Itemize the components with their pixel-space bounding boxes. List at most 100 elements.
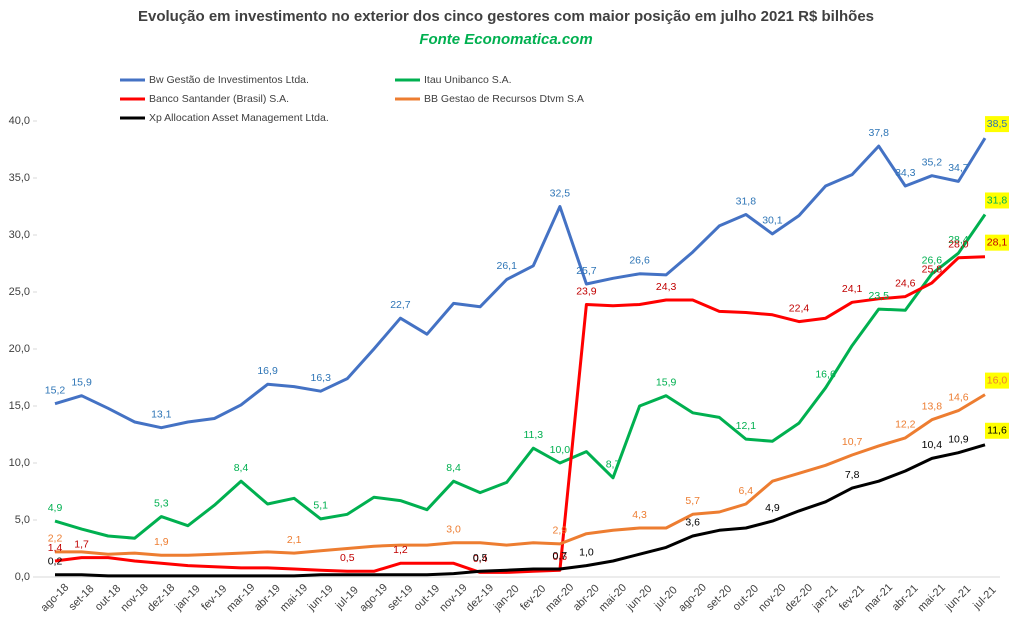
data-label: 4,9	[765, 502, 780, 514]
x-tick-label: ago-18	[39, 582, 72, 615]
data-label: 0,7	[553, 550, 568, 562]
data-label: 6,4	[739, 485, 754, 497]
data-label: 5,1	[313, 500, 328, 512]
x-tick-label: fev-20	[518, 583, 548, 613]
x-tick-label: set-20	[704, 583, 734, 613]
x-tick-label: ago-20	[676, 582, 709, 615]
data-label: 0,6	[553, 551, 568, 563]
data-label: 3,0	[446, 524, 461, 536]
x-tick-label: set-19	[385, 583, 415, 613]
chart-subtitle: Fonte Economatica.com	[419, 31, 592, 48]
series-line	[54, 213, 987, 540]
data-label: 24,1	[842, 283, 863, 295]
data-label: 8,4	[446, 462, 461, 474]
data-label: 1,4	[48, 542, 63, 554]
x-tick-label: fev-19	[199, 583, 229, 613]
data-label: 34,7	[948, 162, 969, 174]
legend-label: Bw Gestão de Investimentos Ltda.	[149, 74, 309, 86]
series-line	[54, 255, 986, 574]
x-tick-label: jun-19	[305, 583, 336, 614]
x-tick-label: dez-20	[783, 582, 815, 614]
data-label: 28,0	[948, 239, 969, 251]
x-tick-label: nov-19	[437, 582, 469, 614]
data-label: 7,8	[845, 469, 860, 481]
data-label: 15,2	[45, 385, 66, 397]
data-label: 1,9	[154, 536, 169, 548]
data-label: 10,4	[922, 439, 943, 451]
x-tick-label: set-18	[66, 583, 96, 613]
data-label: 0,5	[340, 552, 355, 564]
x-tick-label: out-18	[93, 583, 124, 614]
x-tick-label: abr-20	[571, 582, 602, 613]
x-tick-label: jul-20	[652, 584, 680, 612]
data-label: 14,6	[948, 391, 969, 403]
x-tick-label: mai-19	[278, 582, 310, 614]
data-label: 5,3	[154, 497, 169, 509]
x-tick-label: dez-18	[145, 582, 177, 614]
label-highlight	[985, 234, 1009, 251]
y-tick-label: 5,0	[15, 514, 30, 526]
data-label: 25,7	[576, 265, 597, 277]
x-tick-label: out-20	[731, 583, 762, 614]
y-tick-label: 0,0	[15, 571, 30, 583]
data-label: 26,1	[496, 260, 517, 272]
label-highlight	[985, 116, 1009, 133]
data-label: 22,7	[390, 299, 411, 311]
x-tick-label: jun-21	[943, 583, 974, 614]
x-tick-label: jan-21	[810, 583, 841, 614]
x-tick-label: dez-19	[464, 582, 496, 614]
x-tick-label: abr-19	[252, 582, 283, 613]
x-tick-label: fev-21	[837, 583, 867, 613]
x-tick-label: jul-19	[333, 584, 361, 612]
legend-label: Xp Allocation Asset Management Ltda.	[149, 112, 329, 124]
x-tick-label: jan-19	[172, 583, 203, 614]
data-label: 24,3	[656, 281, 677, 293]
data-label: 31,8	[987, 194, 1008, 206]
data-label: 1,0	[579, 546, 594, 558]
data-label: 0,2	[48, 556, 63, 568]
data-label: 3,6	[685, 517, 700, 529]
data-label: 23,5	[868, 290, 889, 302]
x-tick-label: jan-20	[491, 583, 522, 614]
data-label: 12,1	[736, 420, 757, 432]
data-label: 24,6	[895, 277, 916, 289]
x-tick-label: mai-20	[597, 582, 629, 614]
data-label: 25,8	[922, 264, 943, 276]
y-tick-label: 30,0	[9, 229, 30, 241]
data-label: 2,2	[48, 533, 63, 545]
data-label: 32,5	[550, 187, 571, 199]
legend-label: Itau Unibanco S.A.	[424, 74, 512, 86]
data-label: 1,2	[393, 544, 408, 556]
data-label: 28,1	[987, 236, 1008, 248]
data-label: 38,5	[987, 118, 1008, 130]
y-tick-label: 15,0	[9, 400, 30, 412]
x-tick-label: nov-20	[756, 582, 788, 614]
x-tick-label: mai-21	[916, 582, 948, 614]
data-label: 16,0	[987, 374, 1008, 386]
data-label: 10,7	[842, 436, 863, 448]
data-label: 8,4	[234, 462, 249, 474]
x-tick-label: mar-19	[224, 581, 257, 614]
data-label: 35,2	[922, 157, 943, 169]
y-tick-label: 35,0	[9, 172, 30, 184]
label-highlight	[985, 372, 1009, 389]
data-label: 11,6	[987, 425, 1007, 437]
data-label: 13,1	[151, 408, 172, 420]
data-label: 13,8	[922, 400, 943, 412]
data-label: 10,0	[550, 444, 571, 456]
label-highlight	[985, 192, 1009, 209]
data-label: 8,7	[606, 459, 621, 471]
x-tick-label: out-19	[412, 583, 443, 614]
data-label: 16,6	[815, 369, 836, 381]
data-label: 23,9	[576, 285, 597, 297]
y-tick-label: 10,0	[9, 457, 30, 469]
chart-title: Evolução em investimento no exterior dos…	[138, 8, 874, 25]
series-line	[55, 393, 986, 557]
data-label: 2,9	[553, 525, 568, 537]
data-label: 2,1	[287, 534, 302, 546]
data-label: 0,4	[473, 553, 488, 565]
data-label: 34,3	[895, 167, 916, 179]
x-tick-label: ago-19	[357, 582, 390, 615]
data-label: 15,9	[71, 377, 92, 389]
